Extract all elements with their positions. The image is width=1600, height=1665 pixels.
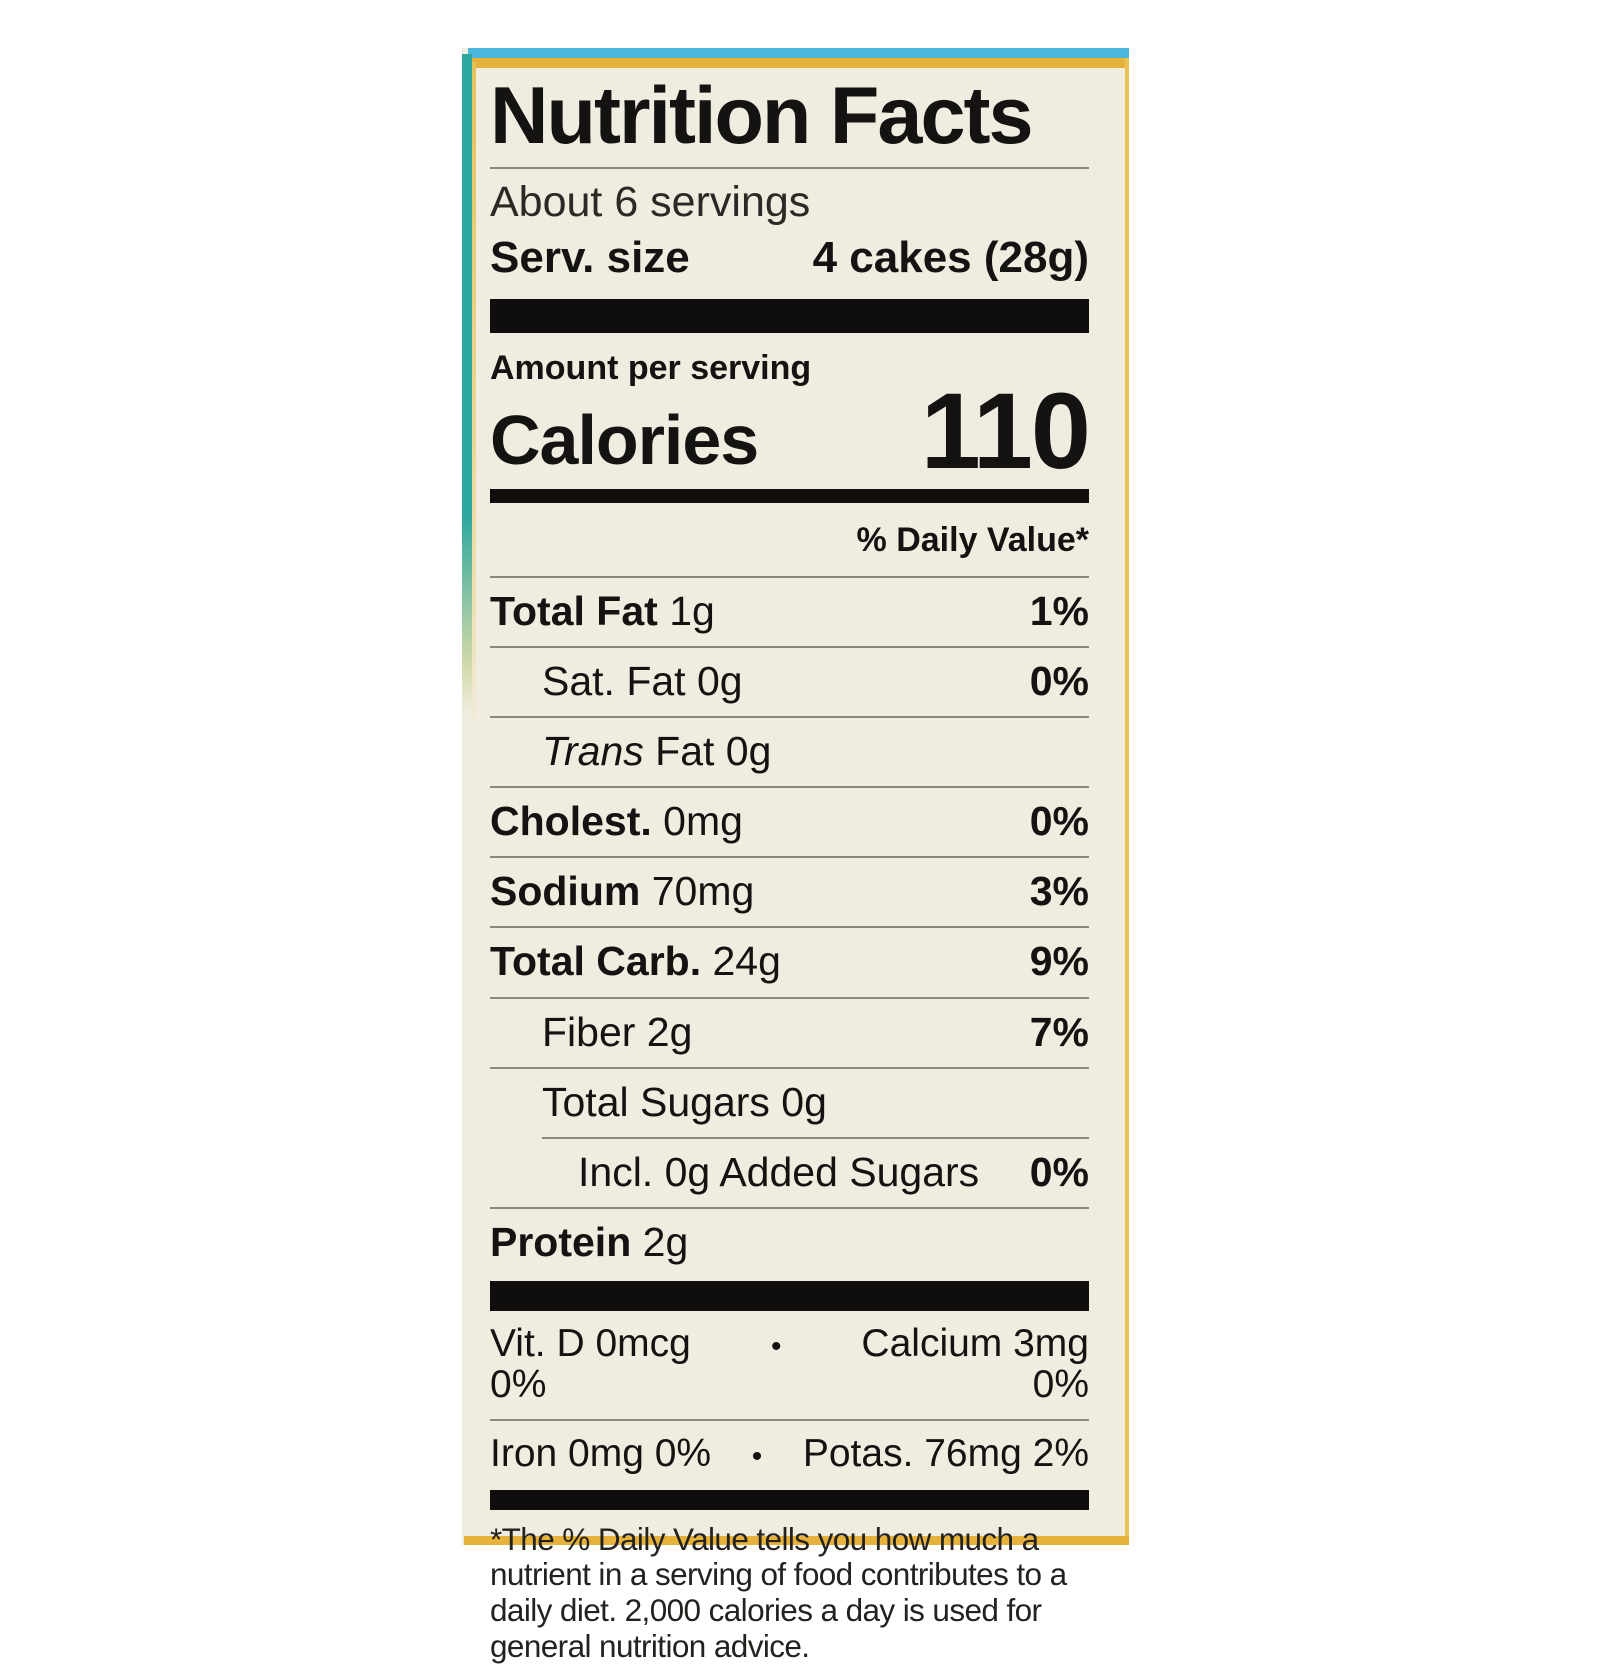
nutrient-name-amount: Incl. 0g Added Sugars [578,1148,980,1195]
daily-value-header: % Daily Value* [856,521,1089,560]
nutrient-daily-value: 1% [1029,588,1089,635]
nutrient-row: Protein 2g [490,1209,1089,1277]
label-content: Nutrition Facts About 6 servings Serv. s… [490,70,1091,1665]
row-rule [490,646,1089,649]
row-rule [490,926,1089,929]
calories-row: Calories 110 [490,369,1091,491]
row-rule [490,1066,1089,1069]
title-rule [490,167,1089,169]
package-edge-gold-left [472,62,476,742]
nutrient-name-amount: Total Carb. 24g [490,938,781,985]
nutrient-daily-value: 7% [1029,1008,1089,1055]
package-edge-gold-top [462,58,1129,68]
package-edge-gold-right [1125,58,1129,1545]
nutrient-name-amount: Cholest. 0mg [490,798,743,845]
row-rule [490,996,1089,999]
nutrient-daily-value: 0% [1029,798,1089,845]
servings-line: About 6 servings [490,178,811,226]
nutrient-name-amount: Sat. Fat 0g [542,658,743,705]
bullet-separator: • [751,1439,763,1473]
nutrient-row: Total Sugars 0g [490,1069,1089,1137]
amount-per-serving-label: Amount per serving [490,348,812,387]
package-edge-blue [468,48,1129,58]
nutrient-name-amount: Trans Fat 0g [542,728,772,775]
calories-divider-bar [490,489,1089,504]
serving-size-label: Serv. size [490,233,690,283]
row-rule [490,1206,1089,1209]
row-rule [490,786,1089,789]
nutrient-name-amount: Fiber 2g [542,1008,693,1055]
nutrient-row: Sat. Fat 0g 0% [490,648,1089,716]
serving-size-value: 4 cakes (28g) [812,233,1089,283]
daily-value-footnote: *The % Daily Value tells you how much a … [490,1520,1067,1665]
micronutrient-left: Iron 0mg 0% [490,1431,712,1475]
nutrient-row: Sodium 70mg 3% [490,858,1089,926]
nutrient-row: Incl. 0g Added Sugars 0% [490,1139,1089,1207]
micronutrient-rows: Vit. D 0mcg 0% • Calcium 3mg 0% Iron 0mg 0%… [490,1311,1089,1488]
thick-divider-bar [490,298,1089,333]
calories-value: 110 [920,369,1091,491]
label-title: Nutrition Facts [490,71,1034,161]
nutrient-name-amount: Total Sugars 0g [542,1078,827,1125]
nutrient-daily-value: 3% [1029,868,1089,915]
micronutrient-right: Potas. 76mg 2% [802,1431,1090,1475]
nutrient-row: Fiber 2g 7% [490,999,1089,1067]
serving-size-row: Serv. size 4 cakes (28g) [490,233,1089,283]
package-edge-teal-left [462,54,472,714]
row-rule [490,576,1089,579]
nutrient-daily-value: 0% [1029,658,1089,705]
package-edge-gold-bottom [464,1536,1129,1545]
nutrition-facts-label: Nutrition Facts About 6 servings Serv. s… [462,48,1129,1664]
row-rule [542,1136,1089,1139]
micronutrient-left: Vit. D 0mcg 0% [490,1321,691,1406]
calories-label: Calories [490,401,759,480]
micronutrient-row: Iron 0mg 0% • Potas. 76mg 2% [490,1421,1089,1488]
nutrient-rows: Total Fat 1g 1% Sat. Fat 0g 0% Trans Fat 0g C… [490,576,1089,1276]
nutrient-daily-value: 9% [1029,938,1089,985]
nutrient-row: Cholest. 0mg 0% [490,788,1089,856]
nutrient-row: Trans Fat 0g [490,718,1089,786]
thick-divider-bar-3 [490,1489,1089,1510]
row-rule [490,856,1089,859]
row-rule [490,1418,1089,1421]
micronutrient-row: Vit. D 0mcg 0% • Calcium 3mg 0% [490,1311,1089,1419]
micronutrient-right: Calcium 3mg 0% [861,1321,1089,1406]
nutrient-name-amount: Sodium 70mg [490,868,755,915]
thick-divider-bar-2 [490,1280,1089,1311]
bullet-separator: • [770,1329,782,1363]
nutrient-daily-value: 0% [1029,1148,1089,1195]
nutrient-row: Total Carb. 24g 9% [490,928,1089,996]
nutrient-name-amount: Protein 2g [490,1218,689,1265]
nutrient-row: Total Fat 1g 1% [490,578,1089,646]
row-rule [490,716,1089,719]
nutrient-name-amount: Total Fat 1g [490,588,715,635]
